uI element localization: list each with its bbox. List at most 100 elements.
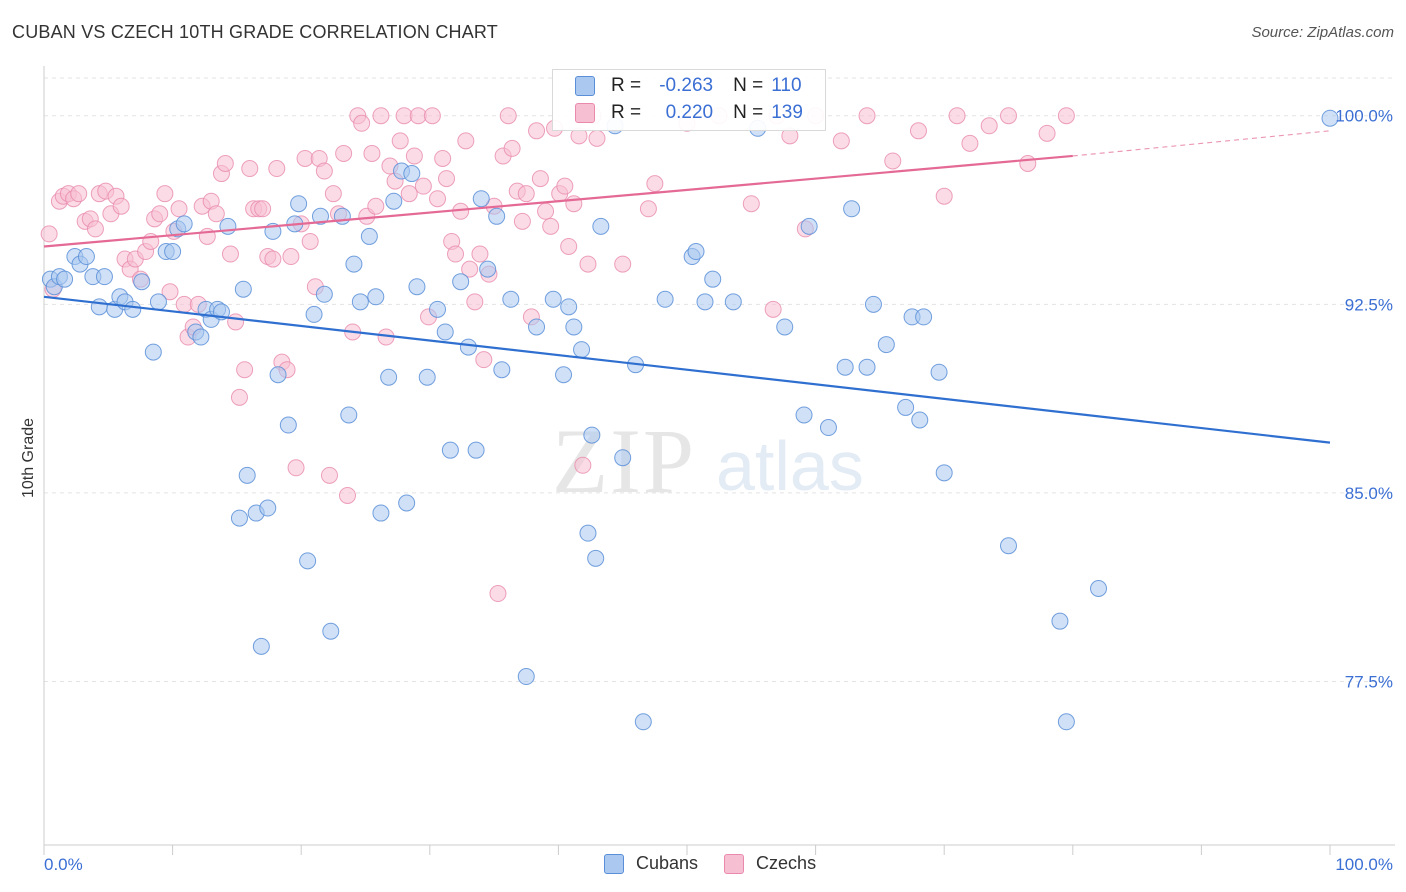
cubans-point [269, 366, 287, 384]
czechs-point [254, 200, 272, 218]
cubans-point [528, 318, 546, 336]
axis-labels: 100.0% 92.5% 85.0% 77.5% 0.0% 100.0% 10th Grad… [20, 107, 1393, 874]
x-tick-label: 0.0% [44, 855, 83, 874]
cubans-point [1051, 612, 1069, 630]
czechs-point [287, 459, 305, 477]
cubans-point [555, 366, 573, 384]
czechs-point [764, 300, 782, 318]
cubans-point [1057, 713, 1075, 731]
cubans-point [800, 217, 818, 235]
cubans-point [90, 298, 108, 316]
cubans-point [367, 288, 385, 306]
czechs-trend-extension [1072, 130, 1331, 157]
czechs-point [579, 255, 597, 273]
cubans-point [299, 552, 317, 570]
czechs-point [556, 177, 574, 195]
cubans-point [345, 255, 363, 273]
czechs-point [423, 107, 441, 125]
cubans-trend-line [43, 295, 1331, 444]
legend-r-label: R = [611, 102, 642, 123]
czechs-point [517, 185, 535, 203]
czechs-point [466, 293, 484, 311]
cubans-point [252, 637, 270, 655]
cubans-point [418, 368, 436, 386]
cubans-point [544, 290, 562, 308]
cubans-point [776, 318, 794, 336]
cubans-point [351, 293, 369, 311]
czechs-point [301, 232, 319, 250]
czechs-point [434, 149, 452, 167]
czechs-point [296, 149, 314, 167]
cubans-point [592, 217, 610, 235]
czechs-point [560, 237, 578, 255]
cubans-point [340, 406, 358, 424]
cubans-point [311, 207, 329, 225]
cubans-point [858, 358, 876, 376]
czechs-point [832, 132, 850, 150]
czechs-point [438, 170, 456, 188]
czechs-point [320, 466, 338, 484]
cubans-point [230, 509, 248, 527]
cubans-point [403, 165, 421, 183]
cubans-point [930, 363, 948, 381]
czechs-point [353, 114, 371, 132]
czechs-point [112, 197, 130, 215]
cubans-point [935, 464, 953, 482]
czechs-point [236, 361, 254, 379]
cubans-point [915, 308, 933, 326]
czechs-point [161, 283, 179, 301]
cubans-point [305, 305, 323, 323]
cubans-point [843, 200, 861, 218]
czechs-point [980, 117, 998, 135]
czechs-point [475, 351, 493, 369]
legend-r-label: R = [611, 75, 642, 96]
cubans-point [687, 243, 705, 261]
czechs-point [499, 107, 517, 125]
cubans-point [429, 300, 447, 318]
czechs-point [363, 144, 381, 162]
cubans-point [467, 441, 485, 459]
cubans-point [696, 293, 714, 311]
cubans-point [587, 549, 605, 567]
czechs-point [646, 175, 664, 193]
legend-item-cubans[interactable]: Cubans [604, 853, 698, 874]
cubans-point [911, 411, 929, 429]
czechs-point [457, 132, 475, 150]
cubans-point [452, 273, 470, 291]
cubans-point [315, 285, 333, 303]
cubans-point [493, 361, 511, 379]
watermark-atlas: atlas [716, 427, 864, 505]
legend-n-label: N = [733, 75, 764, 96]
czechs-point [513, 212, 531, 230]
cubans-point [385, 192, 403, 210]
czechs-point [338, 486, 356, 504]
cubans-point [656, 290, 674, 308]
cubans-point [877, 336, 895, 354]
series-legend: Cubans Czechs [604, 853, 842, 874]
cubans-point [502, 290, 520, 308]
czechs-point [367, 197, 385, 215]
cubans-point [144, 343, 162, 361]
czechs-point [1038, 124, 1056, 142]
watermark: ZIP atlas [552, 410, 864, 512]
czechs-point [429, 190, 447, 208]
cubans-point [836, 358, 854, 376]
legend-row-czechs: R = 0.220 N = 139 [575, 101, 823, 125]
axes [43, 66, 1395, 855]
cubans-point [192, 328, 210, 346]
cubans-point [290, 195, 308, 213]
czechs-point [40, 225, 58, 243]
czechs-point [614, 255, 632, 273]
legend-label-czechs: Czechs [756, 853, 817, 873]
czechs-point [230, 388, 248, 406]
czechs-point [151, 205, 169, 223]
czechs-point [528, 122, 546, 140]
legend-label-cubans: Cubans [636, 853, 699, 873]
czechs-point [639, 200, 657, 218]
y-axis-title: 10th Grade [20, 418, 37, 498]
legend-item-czechs[interactable]: Czechs [724, 853, 816, 874]
czechs-point [241, 160, 259, 178]
czechs-point [227, 313, 245, 331]
cubans-point [133, 273, 151, 291]
